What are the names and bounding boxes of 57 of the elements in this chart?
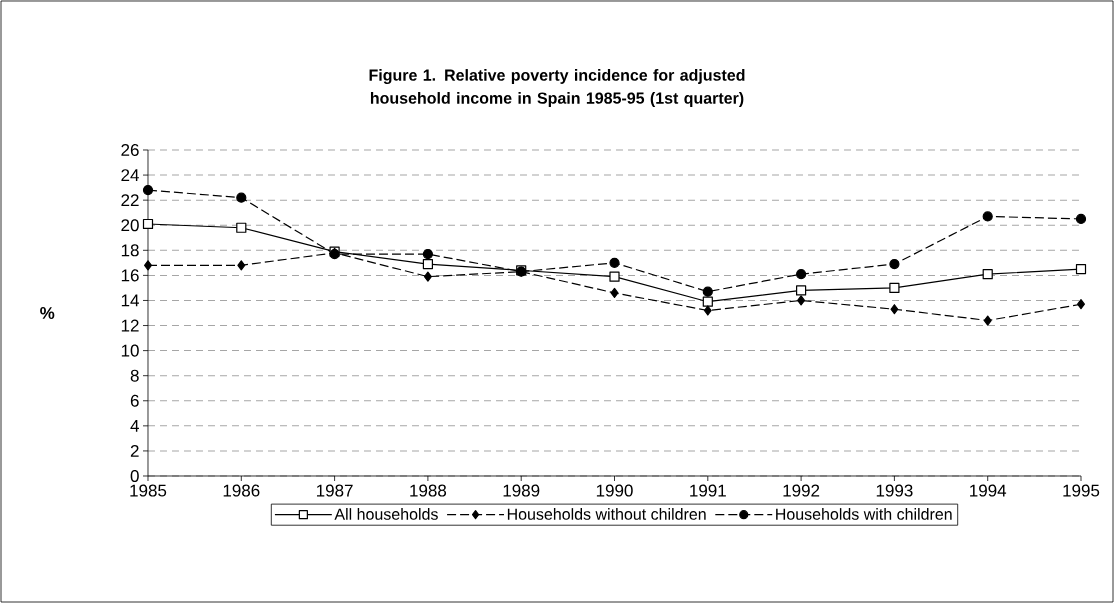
point — [142, 185, 154, 196]
y-tick-label: 10 — [121, 344, 139, 357]
point — [236, 192, 247, 203]
point — [609, 257, 620, 268]
x-tick-label: 1995 — [1063, 484, 1100, 497]
y-tick-label: 6 — [130, 394, 139, 407]
point — [702, 296, 713, 307]
x-tick-label: 1993 — [876, 484, 913, 497]
y-tick-label: 12 — [121, 319, 139, 332]
y-tick-label: 26 — [121, 143, 139, 157]
y-tick-label: 20 — [121, 219, 139, 232]
point — [610, 287, 619, 299]
x-tick-label: 1985 — [130, 484, 167, 497]
x-tick-label: 1994 — [970, 484, 1007, 497]
point — [889, 282, 900, 294]
point — [142, 218, 154, 230]
point — [422, 248, 433, 260]
y-tick-label: 22 — [121, 194, 139, 207]
y-axis-title: % — [40, 307, 55, 319]
point — [237, 260, 246, 271]
point — [1077, 299, 1085, 310]
point — [890, 304, 899, 315]
x-tick-label: 1992 — [783, 484, 820, 497]
point — [982, 269, 993, 280]
point — [144, 260, 152, 271]
point — [609, 271, 620, 282]
x-tick-label: 1987 — [316, 484, 353, 497]
point — [796, 285, 807, 296]
point — [703, 305, 712, 316]
point — [983, 315, 992, 326]
legend-label: Households with children — [776, 508, 952, 520]
point — [236, 222, 247, 233]
point — [1075, 213, 1087, 225]
y-tick-label: 18 — [121, 244, 139, 257]
legend-label: Households without children — [507, 508, 706, 520]
point — [1075, 264, 1087, 275]
chart-title: Figure 1. Relative poverty incidence for adjusted household income in Spain 1985-95 (1st quarter) — [369, 69, 745, 107]
x-tick-label: 1989 — [503, 484, 540, 497]
y-tick-label: 8 — [130, 369, 139, 382]
point — [702, 286, 713, 297]
point — [423, 271, 432, 282]
point — [422, 259, 433, 270]
y-tick-label: 2 — [130, 444, 139, 457]
x-tick-label: 1986 — [223, 484, 260, 497]
y-tick-label: 4 — [130, 419, 139, 432]
point — [982, 211, 993, 222]
point — [797, 295, 806, 306]
x-tick-label: 1991 — [690, 484, 726, 497]
legend-label: All households — [334, 508, 438, 520]
x-tick-label: 1988 — [410, 484, 447, 497]
x-tick-label: 1990 — [596, 484, 633, 497]
y-tick-label: 16 — [121, 269, 139, 282]
y-tick-label: 14 — [121, 294, 139, 307]
point — [796, 269, 807, 280]
point — [889, 259, 900, 270]
y-tick-label: 0 — [130, 469, 139, 483]
y-tick-label: 24 — [121, 169, 139, 182]
